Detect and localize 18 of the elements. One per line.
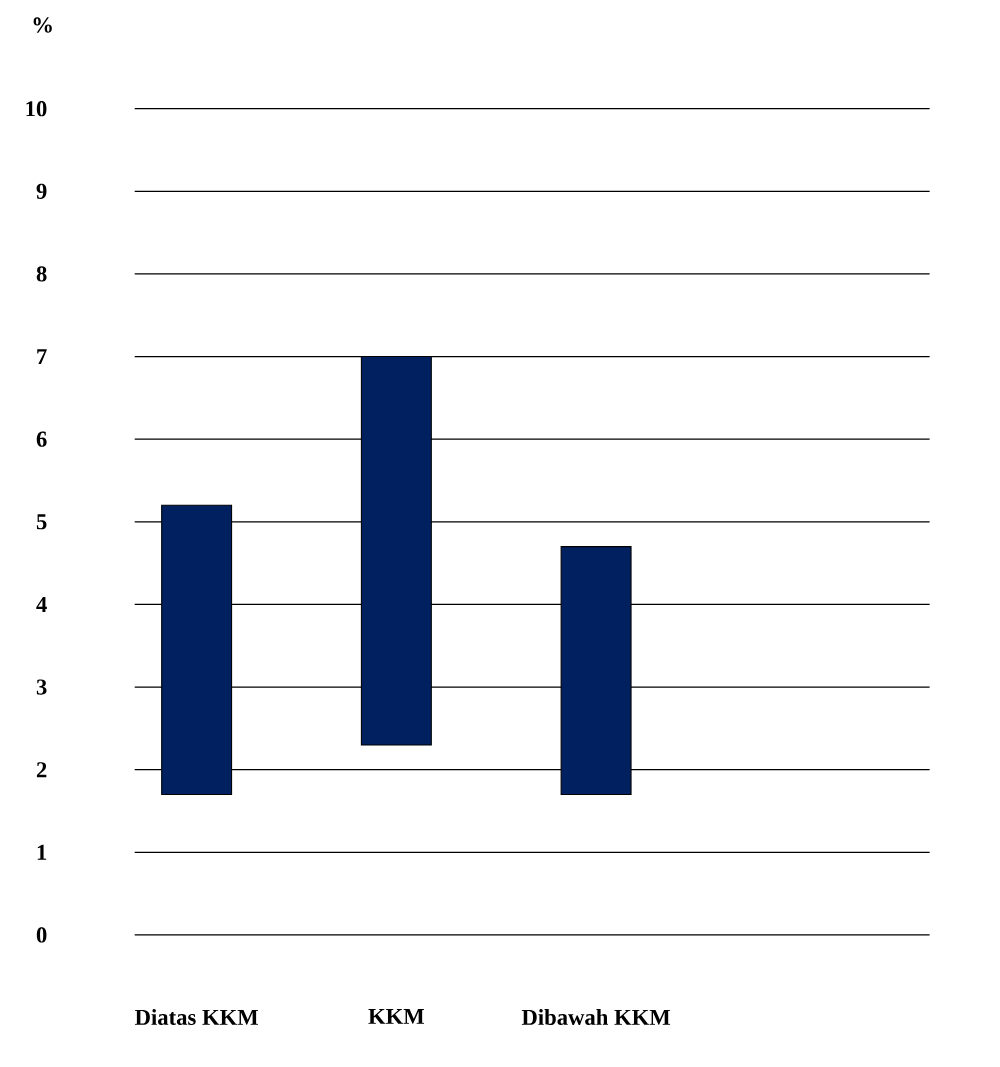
x-tick-label: Diatas KKM	[134, 1009, 258, 1025]
y-tick-label: 2	[36, 762, 47, 778]
y-tick-label: 6	[36, 431, 47, 447]
y-tick-label: 10	[26, 101, 47, 117]
y-tick-label: 5	[36, 514, 47, 530]
y-tick-label: 8	[36, 266, 47, 282]
y-tick-label: 0	[36, 927, 47, 943]
bar	[360, 356, 432, 746]
y-tick-label: 1	[37, 844, 46, 860]
y-tick-label: 4	[36, 597, 47, 612]
y-tick-label: 3	[36, 679, 47, 695]
y-axis-title: %	[33, 17, 52, 33]
x-tick-label: KKM	[368, 1009, 424, 1024]
x-tick-label: Dibawah KKM	[521, 1009, 670, 1025]
y-tick-label: 7	[37, 349, 47, 364]
bar	[560, 546, 632, 796]
y-tick-label: 9	[36, 183, 47, 199]
bar	[160, 504, 232, 796]
